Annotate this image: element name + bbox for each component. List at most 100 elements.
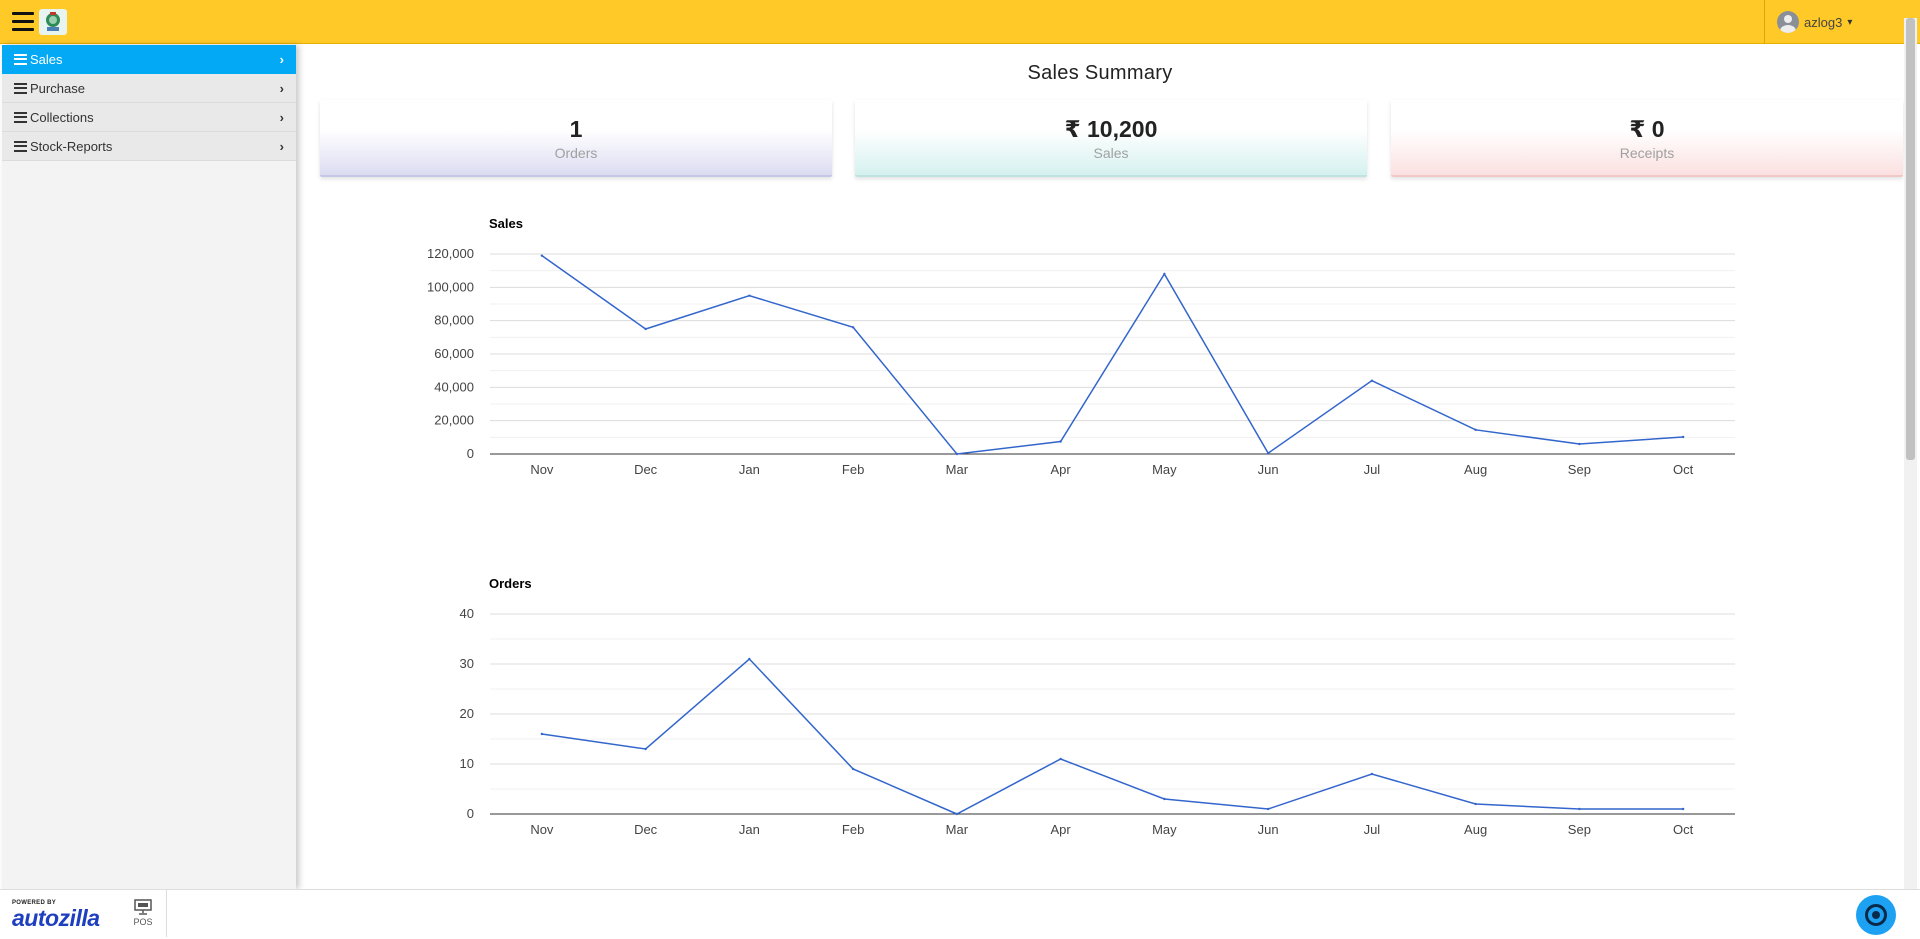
x-tick-label: Feb [842,462,864,477]
data-point [748,657,751,661]
orders-chart: Orders 0 10 20 30 40 Nov Dec Jan Feb Mar Apr May Jun J… [400,570,1750,855]
data-point [1059,757,1062,761]
chat-icon [1865,904,1887,926]
x-tick-label: Jun [1258,822,1279,837]
pos-label: POS [133,917,153,927]
receipts-summary-card: ₹ 0 Receipts [1391,100,1903,177]
y-tick-label: 60,000 [434,346,474,361]
chart-title: Sales [489,216,523,231]
sales-value: ₹ 10,200 [1064,116,1158,142]
x-tick-label: Apr [1051,822,1072,837]
receipts-value: ₹ 0 [1629,116,1665,142]
user-menu[interactable]: azlog3 ▾ [1764,0,1890,44]
data-point [1474,802,1477,806]
x-tick-label: Jan [739,462,760,477]
data-point [1474,428,1477,432]
series-line [541,255,1684,455]
app-logo[interactable] [39,9,67,35]
y-tick-label: 120,000 [427,246,474,261]
powered-by-text: POWERED BY [12,900,57,906]
y-tick-label: 20 [460,706,474,721]
page-title: Sales Summary [1027,62,1173,84]
data-point [851,767,855,771]
scrollbar-thumb[interactable] [1906,18,1915,460]
list-icon [14,111,27,123]
x-tick-label: Mar [946,822,969,837]
powered-by-logo: POWERED BY autozilla [12,900,104,934]
data-point [1578,807,1581,811]
data-point [644,327,647,331]
y-tick-label: 10 [460,756,474,771]
x-tick-label: Aug [1464,462,1487,477]
x-tick-label: Dec [634,462,658,477]
logo-emblem-icon [46,12,60,31]
data-point [1681,435,1685,439]
x-tick-label: Jun [1258,462,1279,477]
footer-bar: POWERED BY autozilla [0,889,1920,939]
orders-label: Orders [554,145,598,161]
y-tick-label: 30 [460,656,474,671]
sales-chart: Sales 0 20,000 40,000 60,000 80,000 100,000 120… [400,210,1750,495]
sidebar-item-label: Purchase [30,80,85,96]
orders-value: 1 [569,116,583,142]
orders-summary-card: 1 Orders [320,100,832,177]
sidebar-item-label: Collections [30,109,94,125]
x-tick-label: Dec [634,822,658,837]
top-header: azlog3 ▾ [0,0,1920,44]
data-point [1578,442,1581,446]
y-tick-label: 40,000 [434,379,474,394]
orders-line-chart: Orders 0 10 20 30 40 Nov Dec Jan Feb Mar Apr May Jun J… [460,576,1735,837]
receipts-label: Receipts [1619,145,1675,161]
y-tick-label: 0 [467,446,474,461]
chevron-down-icon: ▾ [1847,16,1853,28]
x-tick-label: Jan [739,822,760,837]
pos-button[interactable]: POS [120,889,167,937]
x-tick-label: Oct [1673,822,1694,837]
x-tick-label: Oct [1673,462,1694,477]
list-icon [14,82,27,94]
data-point [1370,772,1374,776]
list-icon [14,53,27,65]
data-point [955,812,959,816]
x-tick-label: Nov [530,822,554,837]
y-tick-label: 100,000 [427,279,474,294]
avatar-icon [1777,11,1799,33]
y-tick-label: 0 [467,806,474,821]
x-tick-label: Sep [1568,822,1591,837]
chevron-right-icon: › [279,80,284,96]
chevron-right-icon: › [279,109,284,125]
data-point [1163,272,1166,276]
list-icon [14,140,27,152]
user-name: azlog3 [1804,14,1843,30]
x-tick-label: Jul [1364,822,1381,837]
sidebar-item-stock-reports[interactable]: Stock-Reports › [2,132,296,161]
sales-label: Sales [1093,145,1129,161]
sidebar-item-purchase[interactable]: Purchase › [2,74,296,103]
data-point [540,732,544,736]
sales-summary-card: ₹ 10,200 Sales [855,100,1367,177]
x-tick-label: Feb [842,822,864,837]
x-tick-label: Mar [946,462,969,477]
x-tick-label: Nov [530,462,554,477]
x-tick-label: Jul [1364,462,1381,477]
y-tick-label: 20,000 [434,413,474,428]
sidebar-item-collections[interactable]: Collections › [2,103,296,132]
y-tick-label: 40 [460,606,474,621]
chevron-right-icon: › [279,138,284,154]
sidebar-item-sales[interactable]: Sales › [2,45,296,74]
x-tick-label: Aug [1464,822,1487,837]
data-point [540,254,544,257]
data-point [955,452,959,456]
data-point [851,326,855,329]
data-point [1163,797,1166,801]
sales-line-chart: Sales 0 20,000 40,000 60,000 80,000 100,000 120… [427,216,1735,477]
chat-support-button[interactable] [1856,895,1896,935]
sidebar: Sales › Purchase › Collections › Stock-R… [2,45,296,889]
chevron-right-icon: › [279,51,284,67]
data-point [748,294,751,297]
x-tick-label: May [1152,462,1177,477]
hamburger-menu-icon[interactable] [12,12,34,32]
data-point [1370,379,1374,382]
data-point [1266,807,1270,811]
brand-name: autozilla [12,905,100,931]
